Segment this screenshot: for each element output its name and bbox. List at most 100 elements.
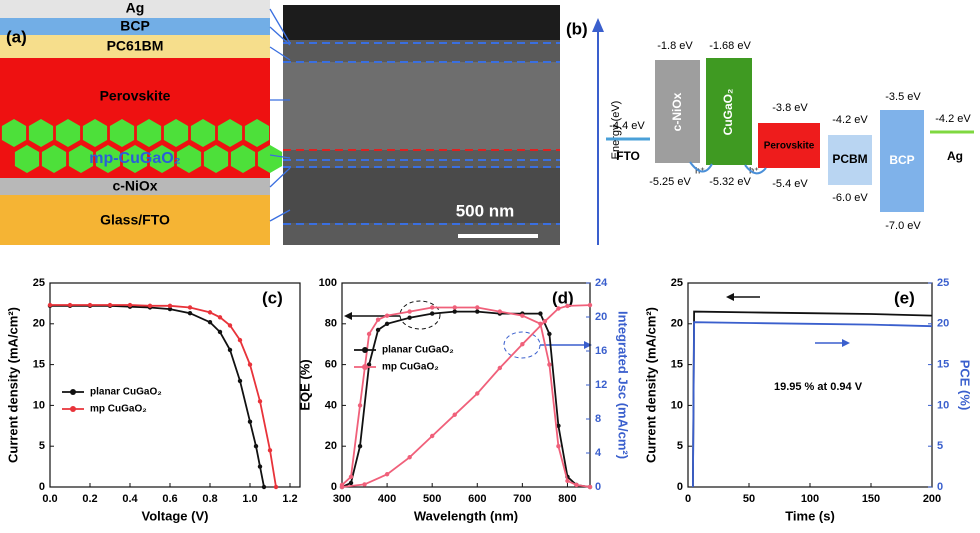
level-label: -3.8 eV	[772, 102, 808, 114]
y2-tick-label: 0	[595, 481, 601, 493]
point	[542, 319, 548, 324]
level-label: -1.8 eV	[657, 40, 693, 52]
y-tick-label: 5	[677, 440, 683, 452]
plot-frame	[49, 282, 301, 488]
level-label: -4.4 eV	[609, 120, 645, 132]
energy-box	[706, 58, 752, 165]
point	[247, 419, 253, 424]
hexagon	[14, 145, 40, 173]
legend-label: planar CuGaO₂	[382, 345, 454, 356]
point	[375, 327, 381, 333]
legend-label: mp CuGaO₂	[90, 404, 147, 415]
panel-label: (e)	[894, 288, 915, 307]
point	[348, 474, 354, 479]
layer-label: c-NiOx	[112, 178, 157, 194]
y2-tick-label: 16	[595, 345, 607, 357]
energy-box	[880, 110, 924, 212]
y-axis-label: EQE (%)	[297, 359, 312, 410]
point	[273, 484, 279, 490]
y-tick-label: 15	[671, 359, 683, 371]
point	[237, 378, 243, 384]
hexagon	[190, 119, 216, 147]
point	[587, 484, 593, 490]
y-tick-label: 0	[39, 481, 45, 493]
point	[565, 478, 570, 484]
panel-label: (a)	[6, 27, 27, 46]
y-tick-label: 80	[325, 318, 337, 330]
point	[452, 309, 457, 314]
series-line	[50, 304, 277, 488]
layer-guides	[283, 42, 560, 225]
y-tick-label: 20	[671, 318, 683, 330]
arrowhead	[726, 293, 734, 301]
y-tick-label: 100	[319, 277, 337, 289]
point	[107, 302, 113, 308]
chart-annotations	[344, 293, 850, 359]
point	[237, 337, 243, 343]
x-tick-label: 600	[468, 493, 486, 505]
point	[556, 444, 561, 449]
point	[547, 362, 552, 367]
y-tick-label: 15	[33, 359, 45, 371]
y-tick-label: 10	[671, 399, 683, 411]
point	[565, 303, 570, 309]
sem-image	[283, 62, 560, 150]
series-line	[692, 310, 933, 488]
layer-label: Perovskite	[100, 88, 171, 104]
y-tick-label: 25	[671, 277, 683, 289]
layer-label: Ag	[126, 0, 145, 16]
layer-pcbm	[0, 35, 270, 58]
hexagon	[149, 145, 175, 173]
hexagon	[203, 145, 229, 173]
point	[407, 455, 412, 460]
point	[452, 412, 457, 417]
hexagon	[257, 145, 283, 173]
transfer-arrow	[744, 164, 767, 175]
point	[475, 309, 480, 314]
y-tick-label: 25	[33, 277, 45, 289]
contact-label: FTO	[616, 149, 640, 163]
point	[253, 444, 259, 449]
x-tick-label: 100	[801, 493, 819, 505]
arrowhead	[584, 341, 592, 349]
point	[267, 448, 273, 453]
x-tick-label: 0.2	[82, 493, 97, 505]
x-tick-label: 300	[333, 493, 351, 505]
y-tick-label: 0	[677, 481, 683, 493]
callout-ellipse	[399, 300, 441, 330]
x-tick-label: 200	[923, 493, 941, 505]
point	[429, 311, 435, 316]
point	[520, 313, 525, 318]
hexagon	[95, 145, 121, 173]
scale-bar-label: 500 nm	[456, 201, 515, 220]
point	[187, 305, 193, 310]
point	[357, 403, 363, 408]
device-stack: Ag BCP PC61BM Perovskite mp-CuGaO₂ c-NiO…	[0, 0, 560, 245]
point	[407, 315, 412, 320]
y-tick-label: 20	[325, 440, 337, 452]
legend-marker	[70, 389, 76, 395]
point	[339, 484, 345, 490]
hexagon	[82, 119, 108, 147]
point	[574, 482, 579, 488]
point	[497, 365, 503, 371]
y-tick-label: 40	[325, 399, 337, 411]
x-tick-label: 0.4	[122, 493, 138, 505]
point	[587, 302, 593, 308]
point	[207, 319, 213, 325]
legend-marker	[70, 406, 76, 412]
hexagon	[28, 119, 54, 147]
point	[547, 331, 552, 337]
x-tick-label: 0.0	[42, 493, 57, 505]
layer-label: mp-CuGaO₂	[89, 150, 181, 167]
point	[538, 311, 543, 316]
box-label: CuGaO₂	[721, 89, 735, 136]
point	[520, 342, 525, 347]
annotation: 19.95 % at 0.94 V	[774, 381, 863, 393]
y2-tick-label: 20	[595, 311, 607, 323]
point	[452, 305, 457, 310]
hexagon	[244, 119, 270, 147]
hexagon	[41, 145, 67, 173]
